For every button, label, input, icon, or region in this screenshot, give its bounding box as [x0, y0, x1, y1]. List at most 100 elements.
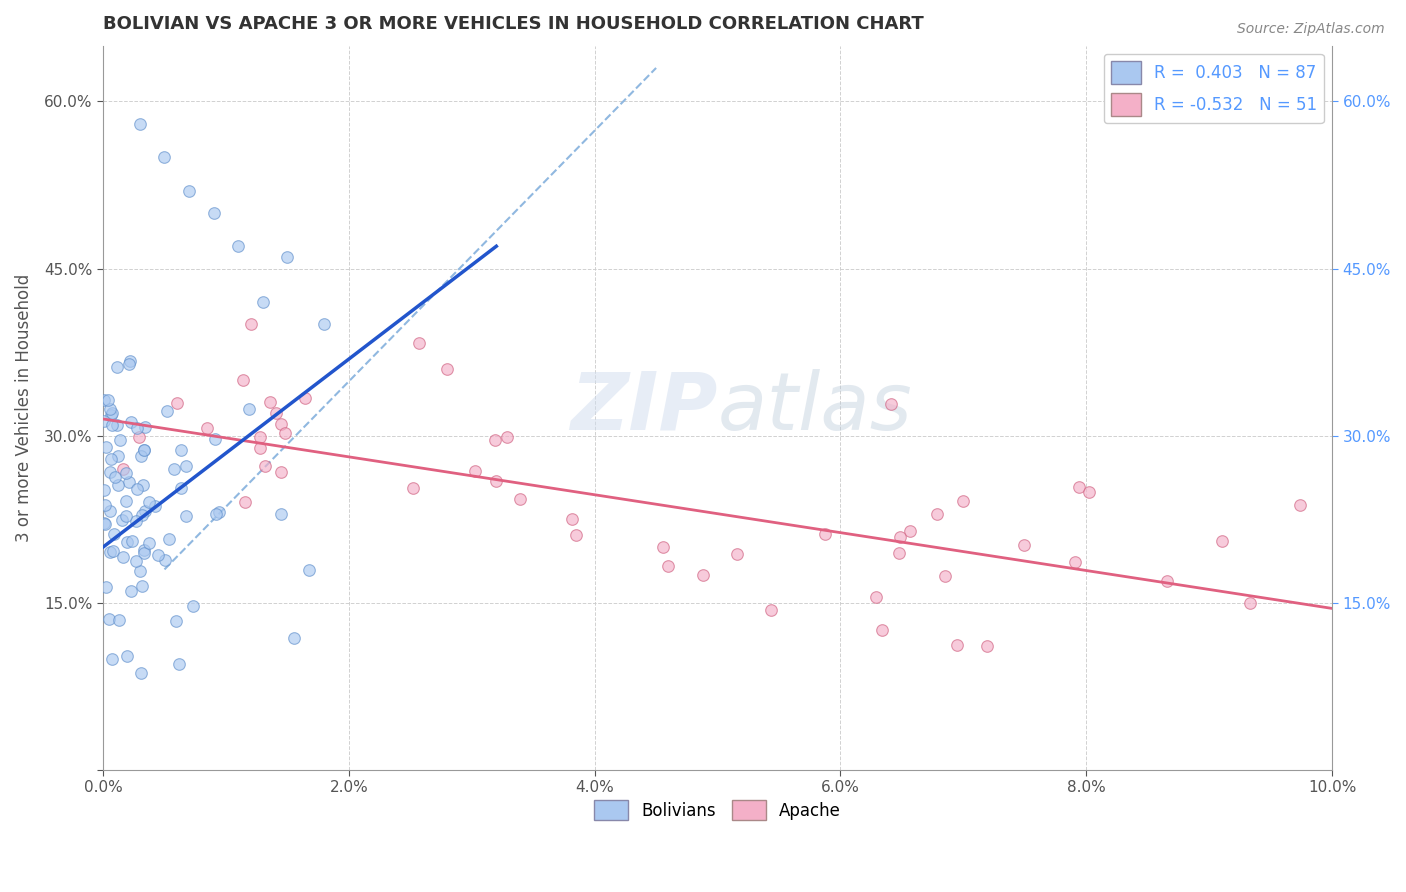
- Point: [925, 507, 948, 521]
- Point: [249, 441, 271, 455]
- Point: [496, 429, 519, 443]
- Point: [1063, 555, 1085, 569]
- Point: [1289, 498, 1312, 512]
- Legend: Bolivians, Apache: Bolivians, Apache: [588, 793, 848, 827]
- Text: BOLIVIAN VS APACHE 3 OR MORE VEHICLES IN HOUSEHOLD CORRELATION CHART: BOLIVIAN VS APACHE 3 OR MORE VEHICLES IN…: [103, 15, 924, 33]
- Point: [270, 417, 292, 431]
- Point: [105, 360, 128, 375]
- Point: [121, 534, 143, 549]
- Point: [118, 475, 141, 489]
- Point: [125, 514, 148, 528]
- Point: [153, 150, 176, 164]
- Point: [98, 503, 121, 517]
- Point: [564, 528, 586, 542]
- Point: [108, 613, 131, 627]
- Point: [1211, 534, 1233, 549]
- Point: [132, 442, 155, 457]
- Point: [238, 402, 260, 417]
- Point: [138, 495, 160, 509]
- Point: [100, 401, 122, 416]
- Point: [132, 478, 155, 492]
- Point: [934, 569, 956, 583]
- Point: [436, 361, 458, 376]
- Point: [946, 638, 969, 652]
- Point: [889, 530, 911, 544]
- Point: [134, 545, 156, 559]
- Point: [131, 508, 153, 522]
- Point: [1239, 597, 1261, 611]
- Point: [692, 568, 714, 582]
- Point: [177, 184, 200, 198]
- Point: [314, 318, 336, 332]
- Point: [96, 440, 118, 454]
- Point: [463, 464, 485, 478]
- Text: atlas: atlas: [717, 368, 912, 447]
- Point: [484, 433, 506, 447]
- Point: [129, 665, 152, 680]
- Point: [132, 443, 155, 458]
- Point: [887, 546, 910, 560]
- Point: [138, 535, 160, 549]
- Point: [976, 639, 998, 653]
- Point: [125, 554, 148, 568]
- Point: [249, 430, 271, 444]
- Point: [205, 507, 228, 521]
- Point: [107, 418, 129, 433]
- Point: [97, 393, 120, 408]
- Point: [120, 584, 142, 599]
- Point: [118, 357, 141, 371]
- Point: [485, 475, 508, 489]
- Text: Source: ZipAtlas.com: Source: ZipAtlas.com: [1237, 22, 1385, 37]
- Point: [208, 505, 231, 519]
- Point: [94, 499, 117, 513]
- Point: [129, 449, 152, 463]
- Point: [127, 482, 149, 496]
- Point: [1156, 574, 1178, 588]
- Point: [276, 251, 298, 265]
- Point: [98, 465, 121, 479]
- Point: [952, 494, 974, 508]
- Point: [129, 564, 152, 578]
- Point: [170, 443, 193, 458]
- Point: [283, 631, 305, 645]
- Point: [162, 462, 184, 476]
- Point: [107, 450, 129, 464]
- Point: [561, 512, 583, 526]
- Point: [174, 508, 197, 523]
- Point: [165, 614, 187, 628]
- Point: [98, 545, 121, 559]
- Point: [117, 534, 139, 549]
- Point: [259, 394, 281, 409]
- Point: [235, 495, 257, 509]
- Point: [129, 117, 152, 131]
- Point: [157, 532, 180, 546]
- Point: [170, 482, 193, 496]
- Point: [93, 414, 115, 428]
- Point: [153, 553, 176, 567]
- Point: [93, 483, 115, 497]
- Point: [880, 397, 903, 411]
- Point: [101, 543, 124, 558]
- Point: [1069, 479, 1091, 493]
- Point: [167, 657, 190, 672]
- Point: [114, 467, 136, 481]
- Point: [118, 353, 141, 368]
- Point: [1077, 484, 1099, 499]
- Point: [813, 527, 835, 541]
- Point: [100, 652, 122, 666]
- Point: [898, 524, 921, 538]
- Point: [270, 507, 292, 521]
- Point: [232, 373, 254, 387]
- Point: [115, 648, 138, 663]
- Point: [204, 432, 226, 446]
- Point: [114, 509, 136, 524]
- Point: [107, 478, 129, 492]
- Point: [402, 481, 425, 495]
- Point: [111, 549, 134, 564]
- Point: [657, 559, 679, 574]
- Point: [125, 421, 148, 435]
- Point: [134, 542, 156, 557]
- Point: [408, 335, 430, 350]
- Point: [134, 504, 156, 518]
- Text: ZIP: ZIP: [571, 368, 717, 447]
